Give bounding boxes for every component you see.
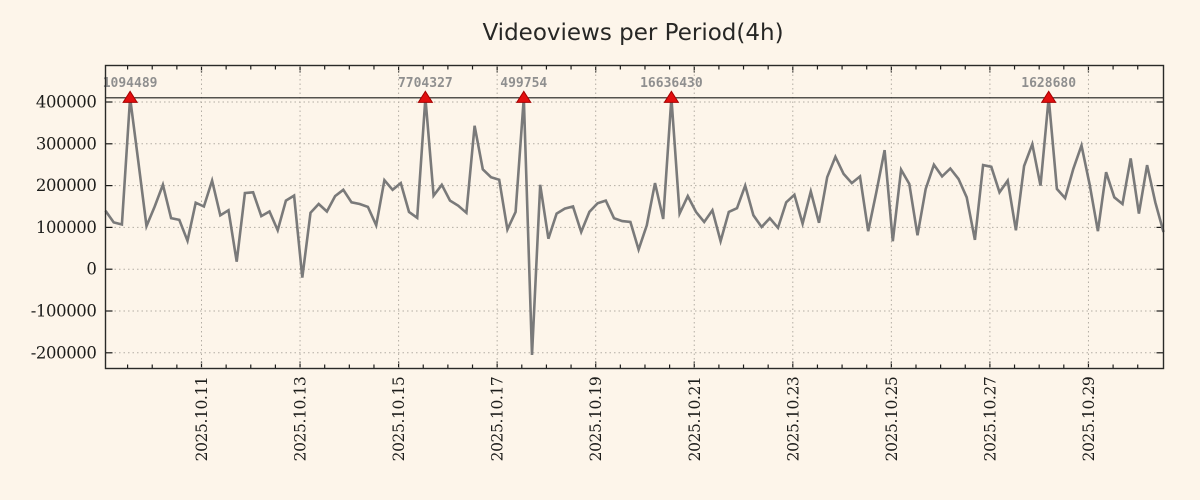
peak-value-label: 16636430 [640,76,703,91]
peak-marker [122,90,139,103]
y-tick-label: 300000 [36,134,97,153]
y-tick-label: 200000 [36,176,97,195]
series-line [104,97,1165,355]
plot-area: 400000 300000 200000 100000 0 -100000 -200000 2… [31,64,1165,462]
peak-marker [417,90,434,103]
x-tick-label: 2025.10.11 [193,377,211,462]
x-tick-label: 2025.10.15 [390,377,408,462]
peak-value-label: 499754 [500,76,547,91]
x-tick-label: 2025.10.21 [686,377,704,462]
peak-value-label: 1094489 [103,76,158,91]
x-tick-label: 2025.10.13 [292,377,310,462]
peak-value-label: 7704327 [398,76,453,91]
x-tick-label: 2025.10.29 [1080,377,1098,462]
chart-title: Videoviews per Period(4h) [482,20,783,46]
y-tick-label: -200000 [31,343,97,362]
y-tick-label: 0 [86,260,96,279]
x-tick-label: 2025.10.23 [784,377,802,462]
x-tick-label: 2025.10.17 [489,377,507,462]
peak-value-label: 1628680 [1021,76,1076,91]
x-tick-label: 2025.10.25 [883,377,901,462]
y-tick-label: 400000 [36,93,97,112]
peak-marker [663,90,680,103]
y-tick-label: -100000 [31,302,97,321]
peak-marker [515,90,532,103]
plot-frame [104,64,1165,370]
y-tick-label: 100000 [36,218,97,237]
x-tick-label: 2025.10.19 [587,377,605,462]
peak-marker [1040,90,1057,103]
x-tick-label: 2025.10.27 [981,377,999,462]
